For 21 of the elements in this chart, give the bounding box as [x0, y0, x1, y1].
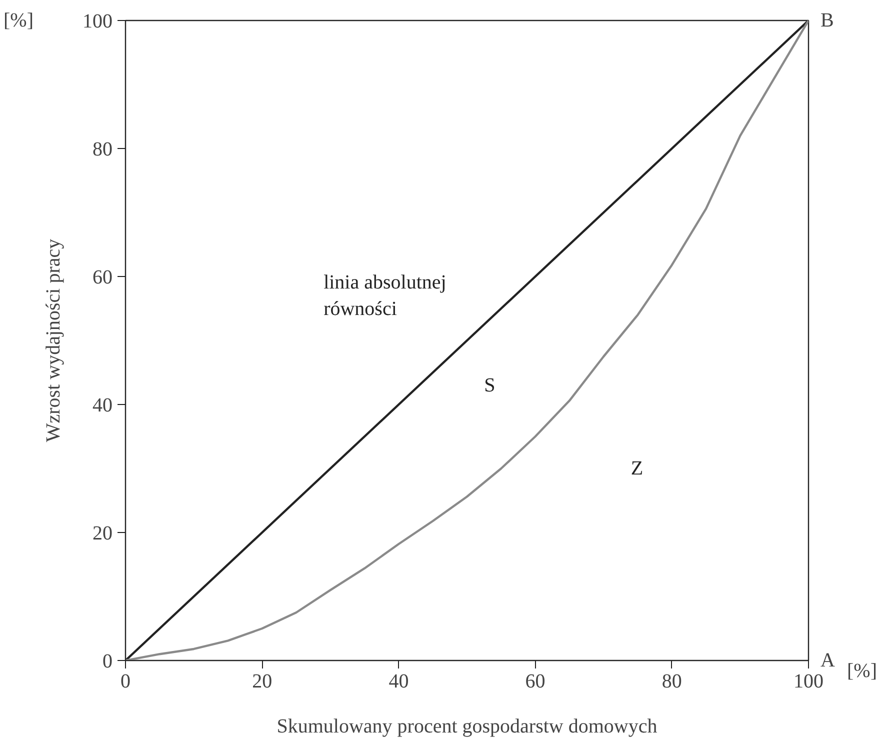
x-tick-label: 40 — [388, 670, 409, 692]
annotation: Z — [630, 458, 644, 480]
text: A — [820, 650, 836, 672]
y-tick-label: 0 — [102, 650, 112, 672]
x-tick-label: 0 — [120, 670, 130, 692]
text: [%] — [847, 659, 877, 684]
y-tick-label: 100 — [82, 10, 112, 32]
y-tick-label: 20 — [92, 522, 112, 544]
text: B — [820, 10, 834, 32]
x-tick-label: 20 — [252, 670, 272, 692]
annotation: linia absolutnej równości — [324, 272, 446, 320]
y-tick-label: 40 — [92, 394, 112, 416]
x-tick-label: 60 — [525, 670, 546, 692]
x-axis-title: Skumulowany procent gospodarstw domowych — [276, 716, 658, 738]
text: [%] — [4, 10, 34, 32]
x-tick-label: 80 — [662, 670, 682, 692]
annotation: S — [484, 374, 496, 396]
y-tick-label: 80 — [92, 138, 112, 160]
x-tick-label: 100 — [794, 670, 824, 692]
y-axis-title: Wzrost wydajności pracy — [42, 238, 64, 442]
y-tick-label: 60 — [92, 266, 112, 288]
